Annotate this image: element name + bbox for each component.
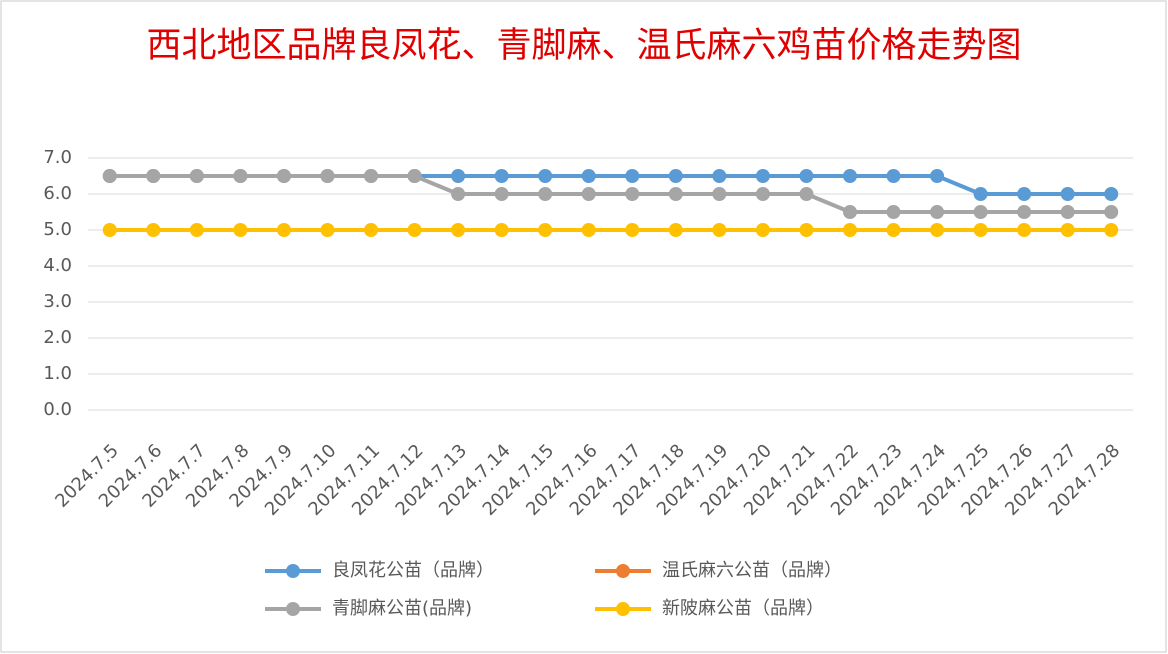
data-point xyxy=(276,223,291,237)
data-point xyxy=(930,169,945,183)
data-point xyxy=(1017,205,1032,219)
data-point xyxy=(494,223,509,237)
data-point xyxy=(538,223,553,237)
data-point xyxy=(712,223,727,237)
data-point xyxy=(1104,205,1119,219)
data-point xyxy=(451,169,466,183)
series-line xyxy=(109,174,1112,214)
data-point xyxy=(668,223,683,237)
data-point xyxy=(581,187,596,201)
data-point xyxy=(930,223,945,237)
data-point xyxy=(712,187,727,201)
data-point xyxy=(538,187,553,201)
data-point xyxy=(364,223,379,237)
data-point xyxy=(799,187,814,201)
data-point xyxy=(320,169,335,183)
data-point xyxy=(146,169,161,183)
data-point xyxy=(407,169,422,183)
data-point xyxy=(842,223,857,237)
data-point xyxy=(973,187,988,201)
y-tick-label: 3.0 xyxy=(43,291,72,312)
data-point xyxy=(1017,187,1032,201)
data-point xyxy=(755,187,770,201)
data-point xyxy=(886,223,901,237)
data-point xyxy=(102,223,117,237)
data-point xyxy=(668,169,683,183)
data-point xyxy=(930,205,945,219)
data-point xyxy=(886,169,901,183)
data-point xyxy=(625,223,640,237)
legend-label: 新陂麻公苗（品牌） xyxy=(662,598,824,619)
y-tick-label: 4.0 xyxy=(43,255,72,276)
data-point xyxy=(625,169,640,183)
y-tick-label: 6.0 xyxy=(43,183,72,204)
chart-title: 西北地区品牌良凤花、青脚麻、温氏麻六鸡苗价格走势图 xyxy=(146,26,1022,66)
data-point xyxy=(1060,187,1075,201)
data-point xyxy=(755,223,770,237)
y-tick-label: 2.0 xyxy=(43,327,72,348)
data-point xyxy=(1017,223,1032,237)
data-point xyxy=(233,169,248,183)
data-point xyxy=(973,223,988,237)
data-point xyxy=(102,169,117,183)
data-point xyxy=(625,187,640,201)
y-tick-label: 7.0 xyxy=(43,147,72,168)
legend-marker xyxy=(286,564,300,578)
data-point xyxy=(320,223,335,237)
y-tick-label: 5.0 xyxy=(43,219,72,240)
data-point xyxy=(581,223,596,237)
data-point xyxy=(233,223,248,237)
legend-label: 青脚麻公苗(品牌) xyxy=(332,598,472,619)
data-point xyxy=(755,169,770,183)
data-point xyxy=(799,223,814,237)
data-point xyxy=(886,205,901,219)
data-point xyxy=(407,223,422,237)
data-point xyxy=(712,169,727,183)
data-point xyxy=(451,223,466,237)
data-point xyxy=(146,223,161,237)
legend-marker xyxy=(616,564,630,578)
data-point xyxy=(842,169,857,183)
legend-label: 温氏麻六公苗（品牌） xyxy=(662,560,842,581)
data-point xyxy=(581,169,596,183)
data-point xyxy=(1060,205,1075,219)
data-point xyxy=(842,205,857,219)
data-point xyxy=(451,187,466,201)
data-point xyxy=(1104,187,1119,201)
data-point xyxy=(494,169,509,183)
data-point xyxy=(276,169,291,183)
data-point xyxy=(494,187,509,201)
data-point xyxy=(538,169,553,183)
data-point xyxy=(668,187,683,201)
data-point xyxy=(189,169,204,183)
data-point xyxy=(364,169,379,183)
legend-marker xyxy=(286,602,300,616)
data-point xyxy=(973,205,988,219)
legend-label: 良凤花公苗（品牌） xyxy=(332,560,494,581)
y-tick-label: 1.0 xyxy=(43,363,72,384)
legend-marker xyxy=(616,602,630,616)
data-point xyxy=(1060,223,1075,237)
data-point xyxy=(189,223,204,237)
data-point xyxy=(799,169,814,183)
data-point xyxy=(1104,223,1119,237)
y-tick-label: 0.0 xyxy=(43,399,72,420)
